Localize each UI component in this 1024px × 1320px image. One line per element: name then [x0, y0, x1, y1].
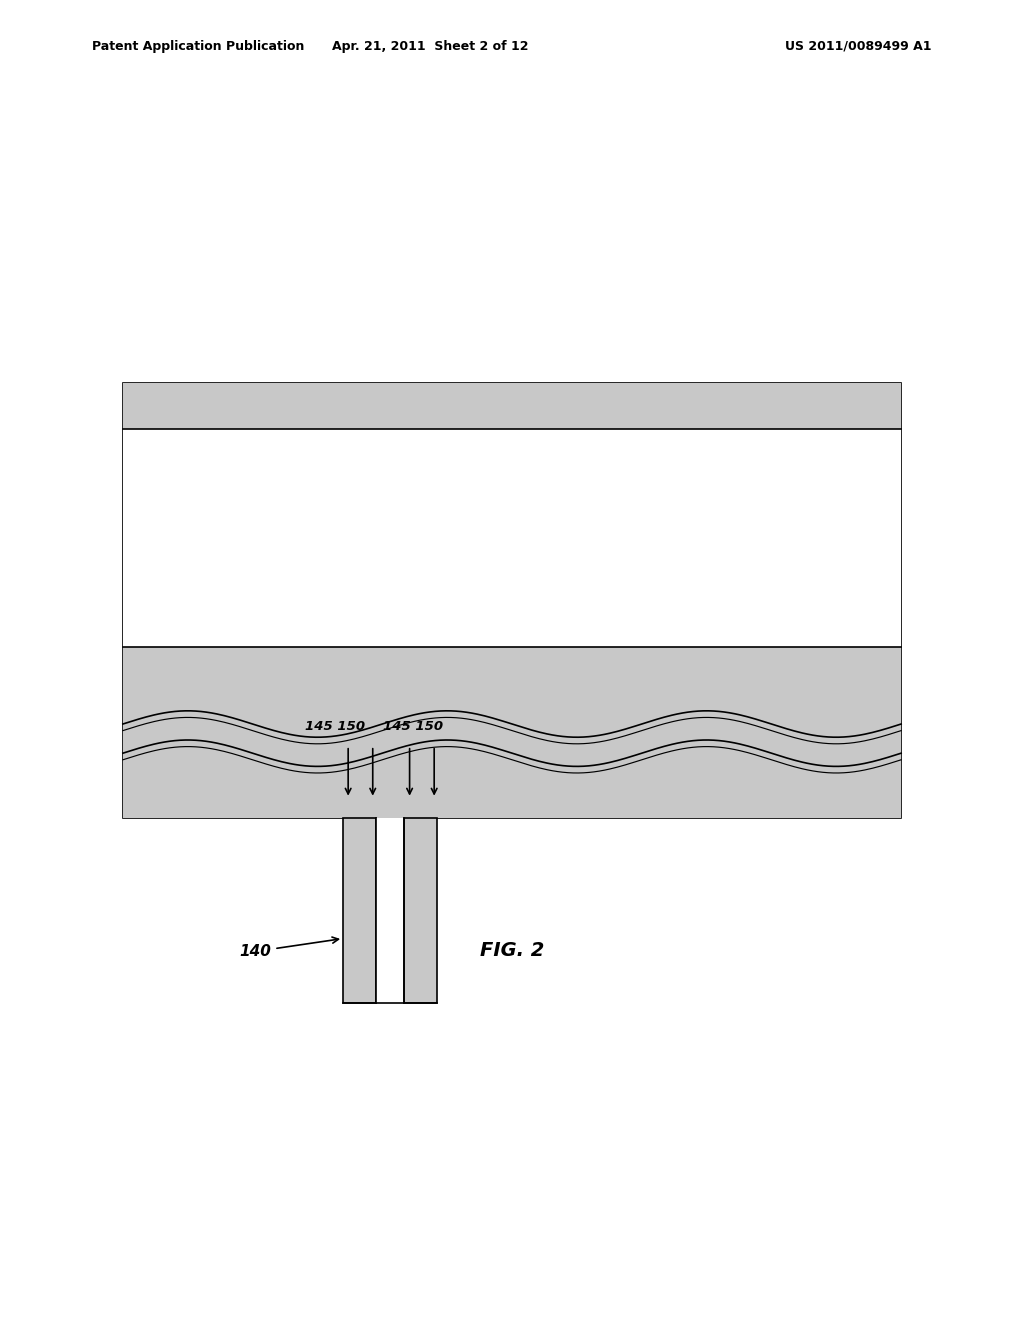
Text: Patent Application Publication: Patent Application Publication [92, 40, 304, 53]
Text: Apr. 21, 2011  Sheet 2 of 12: Apr. 21, 2011 Sheet 2 of 12 [332, 40, 528, 53]
Text: FIG. 2: FIG. 2 [480, 941, 544, 960]
FancyBboxPatch shape [123, 383, 901, 429]
Text: 145 150: 145 150 [305, 719, 365, 733]
FancyBboxPatch shape [343, 818, 376, 1003]
Text: 140: 140 [240, 937, 339, 958]
FancyBboxPatch shape [404, 818, 437, 1003]
FancyBboxPatch shape [123, 647, 901, 818]
FancyBboxPatch shape [123, 383, 901, 818]
FancyBboxPatch shape [376, 818, 404, 1003]
Text: US 2011/0089499 A1: US 2011/0089499 A1 [785, 40, 932, 53]
Text: 145 150: 145 150 [383, 719, 442, 733]
FancyBboxPatch shape [123, 429, 901, 647]
